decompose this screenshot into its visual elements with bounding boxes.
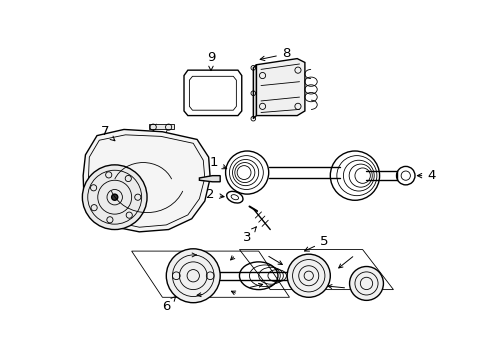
Circle shape	[82, 165, 147, 230]
Circle shape	[349, 266, 383, 300]
Text: 5: 5	[304, 235, 328, 251]
Circle shape	[111, 194, 118, 200]
Polygon shape	[199, 176, 220, 182]
Text: 8: 8	[260, 48, 289, 60]
Text: 1: 1	[209, 156, 226, 169]
Circle shape	[166, 249, 220, 303]
Text: 6: 6	[162, 297, 175, 313]
Text: 4: 4	[416, 169, 435, 182]
Polygon shape	[83, 130, 210, 232]
Polygon shape	[253, 65, 256, 119]
Text: 7: 7	[100, 125, 115, 141]
Circle shape	[286, 254, 329, 297]
Text: 2: 2	[206, 188, 224, 201]
Polygon shape	[148, 124, 174, 130]
Text: 3: 3	[243, 227, 256, 244]
Text: 9: 9	[206, 50, 215, 71]
Polygon shape	[256, 59, 305, 116]
